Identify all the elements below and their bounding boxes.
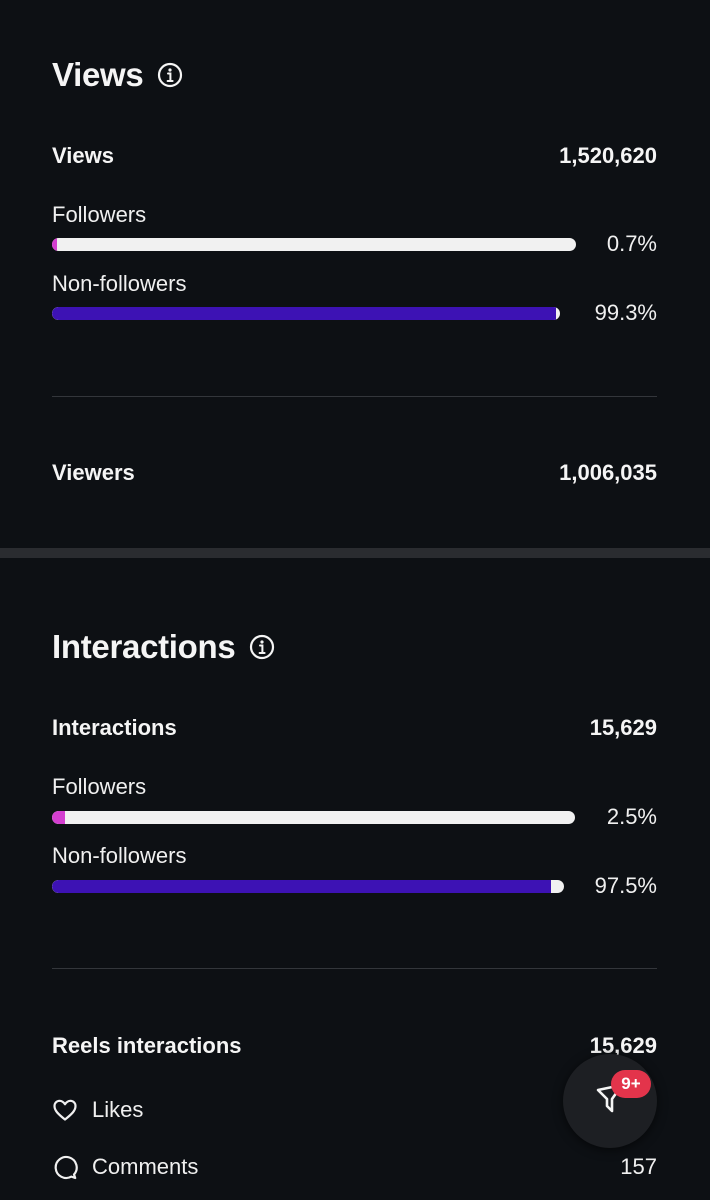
divider — [52, 396, 657, 397]
views-nonfollowers-pct: 99.3% — [594, 300, 657, 325]
viewers-value: 1,006,035 — [559, 460, 657, 485]
views-nonfollowers-label: Non-followers — [52, 271, 187, 296]
views-title: Views — [52, 56, 144, 93]
comment-icon — [52, 1154, 78, 1180]
divider — [52, 968, 657, 969]
bar-track — [52, 307, 560, 320]
comments-label: Comments — [92, 1154, 199, 1179]
interactions-nonfollowers-label: Non-followers — [52, 843, 187, 868]
views-section: Views Views 1,520,620 Followers 0.7% Non… — [0, 0, 710, 548]
interactions-heading: Interactions — [52, 628, 275, 666]
reels-interactions-value: 15,629 — [589, 1033, 657, 1058]
interactions-followers-pct: 2.5% — [606, 804, 657, 829]
interactions-nonfollowers-fill — [52, 880, 552, 893]
notification-badge: 9+ — [611, 1070, 651, 1098]
interactions-followers-bar: 2.5% — [52, 804, 657, 830]
bar-track — [52, 811, 575, 824]
interactions-nonfollowers-bar: 97.5% — [52, 873, 657, 899]
views-followers-label: Followers — [52, 202, 147, 227]
interactions-nonfollowers-pct: 97.5% — [594, 873, 657, 898]
heart-icon — [52, 1097, 78, 1123]
bar-track — [52, 880, 564, 893]
views-nonfollowers-bar: 99.3% — [52, 300, 657, 326]
interactions-total-value: 15,629 — [589, 715, 657, 740]
views-nonfollowers-fill — [52, 307, 557, 320]
views-followers-fill — [52, 238, 57, 251]
reels-interactions-label: Reels interactions — [52, 1033, 242, 1058]
section-separator — [0, 548, 710, 558]
viewers-row: Viewers 1,006,035 — [52, 460, 657, 486]
likes-label: Likes — [92, 1097, 144, 1122]
interactions-total-row: Interactions 15,629 — [52, 715, 657, 741]
views-followers-pct: 0.7% — [606, 231, 657, 256]
bar-track — [52, 238, 576, 251]
likes-row: Likes — [52, 1094, 657, 1126]
interactions-section: Interactions Interactions 15,629 Followe… — [0, 558, 710, 1200]
interactions-followers-label: Followers — [52, 774, 147, 799]
views-total-value: 1,520,620 — [559, 143, 657, 168]
viewers-label: Viewers — [52, 460, 135, 485]
comments-value: 157 — [620, 1154, 657, 1179]
views-heading: Views — [52, 56, 183, 94]
info-icon[interactable] — [249, 634, 275, 660]
interactions-total-label: Interactions — [52, 715, 177, 740]
info-icon[interactable] — [157, 62, 183, 88]
views-total-row: Views 1,520,620 — [52, 143, 657, 169]
views-followers-bar: 0.7% — [52, 231, 657, 257]
reels-interactions-row: Reels interactions 15,629 — [52, 1033, 657, 1059]
interactions-title: Interactions — [52, 628, 236, 665]
views-total-label: Views — [52, 143, 114, 168]
filter-fab-button[interactable]: 9+ — [563, 1054, 657, 1148]
comments-row: Comments 157 — [52, 1151, 657, 1183]
interactions-followers-fill — [52, 811, 66, 824]
